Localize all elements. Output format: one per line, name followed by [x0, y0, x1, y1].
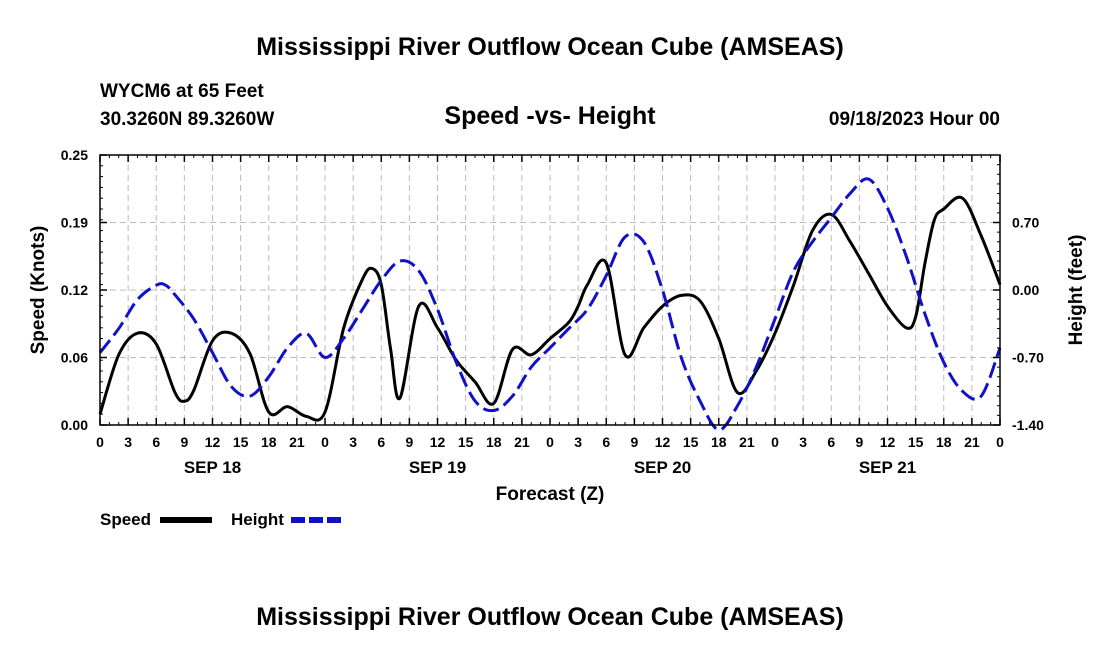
x-tick-label: 9 — [180, 434, 188, 450]
x-tick-label: 15 — [908, 434, 924, 450]
x-tick-label: 12 — [880, 434, 896, 450]
x-tick-label: 6 — [377, 434, 385, 450]
x-tick-label: 3 — [124, 434, 132, 450]
x-tick-label: 18 — [711, 434, 727, 450]
y2-tick-label: 0.00 — [1012, 282, 1039, 298]
forecast-datetime: 09/18/2023 Hour 00 — [829, 109, 1000, 130]
x-date-label: SEP 19 — [409, 458, 466, 477]
x-tick-label: 12 — [655, 434, 671, 450]
x-tick-label: 21 — [514, 434, 530, 450]
station-name: WYCM6 at 65 Feet — [100, 81, 264, 102]
x-tick-label: 0 — [996, 434, 1004, 450]
y-tick-label: 0.12 — [61, 282, 88, 298]
x-tick-label: 9 — [405, 434, 413, 450]
chart-subtitle: Speed -vs- Height — [444, 102, 656, 130]
y2-tick-label: -0.70 — [1012, 350, 1044, 366]
y-tick-label: 0.25 — [61, 147, 88, 163]
y-axis-label: Speed (Knots) — [28, 226, 49, 355]
legend-speed-label: Speed — [100, 510, 151, 529]
x-tick-label: 12 — [430, 434, 446, 450]
station-coords: 30.3260N 89.3260W — [100, 109, 274, 130]
x-tick-label: 15 — [683, 434, 699, 450]
x-tick-label: 3 — [799, 434, 807, 450]
y-tick-label: 0.00 — [61, 417, 88, 433]
x-tick-label: 9 — [855, 434, 863, 450]
x-tick-label: 21 — [289, 434, 305, 450]
x-tick-label: 6 — [152, 434, 160, 450]
series-layer — [98, 177, 1002, 432]
y2-axis-label: Height (feet) — [1066, 235, 1087, 346]
x-tick-label: 6 — [827, 434, 835, 450]
legend: Speed Height — [100, 510, 343, 529]
x-tick-label: 15 — [233, 434, 249, 450]
axis-ticks — [99, 154, 1001, 426]
main-title: Mississippi River Outflow Ocean Cube (AM… — [256, 33, 844, 61]
x-tick-label: 6 — [602, 434, 610, 450]
x-tick-label: 15 — [458, 434, 474, 450]
x-tick-label: 0 — [546, 434, 554, 450]
x-tick-label: 9 — [630, 434, 638, 450]
x-date-label: SEP 21 — [859, 458, 916, 477]
x-tick-label: 18 — [486, 434, 502, 450]
x-axis-label: Forecast (Z) — [496, 484, 605, 505]
x-tick-label: 0 — [321, 434, 329, 450]
x-tick-label: 18 — [261, 434, 277, 450]
x-tick-label: 21 — [964, 434, 980, 450]
y-tick-label: 0.19 — [61, 215, 88, 231]
axis-tick-labels: 0 3 6 9 12 15 18 21 0 3 6 9 12 15 18 21 0 3 6 9 12 15 18 21 0 3 6 9… — [61, 147, 1044, 477]
x-date-label: SEP 20 — [634, 458, 691, 477]
x-date-label: SEP 18 — [184, 458, 241, 477]
height-series-line — [98, 177, 1002, 432]
x-tick-label: 0 — [771, 434, 779, 450]
grid-lines — [100, 155, 1000, 425]
y2-tick-label: -1.40 — [1012, 417, 1044, 433]
footer-title: Mississippi River Outflow Ocean Cube (AM… — [256, 603, 844, 631]
x-tick-label: 18 — [936, 434, 952, 450]
y-tick-label: 0.06 — [61, 350, 88, 366]
x-tick-label: 12 — [205, 434, 221, 450]
x-tick-label: 3 — [349, 434, 357, 450]
legend-height-label: Height — [231, 510, 284, 529]
x-tick-label: 21 — [739, 434, 755, 450]
speed-series-line — [98, 195, 1002, 422]
x-tick-label: 0 — [96, 434, 104, 450]
y2-tick-label: 0.70 — [1012, 215, 1039, 231]
x-tick-label: 3 — [574, 434, 582, 450]
